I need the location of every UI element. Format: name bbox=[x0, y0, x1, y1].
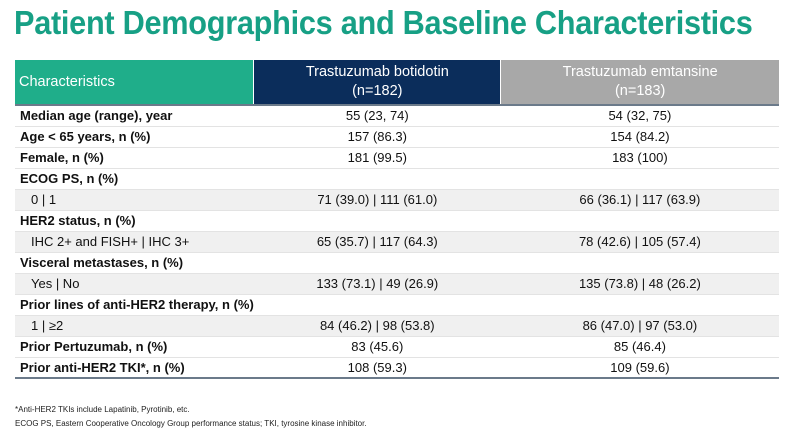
table-row: 0 | 1 71 (39.0) | 111 (61.0) 66 (36.1) | 1… bbox=[15, 189, 779, 211]
botidotin-value: 108 (59.3) bbox=[253, 357, 501, 379]
table-row: Yes | No 133 (73.1) | 49 (26.9) 135 (73.8)… bbox=[15, 273, 779, 295]
botidotin-value: 83 (45.6) bbox=[253, 336, 501, 358]
botidotin-value: 84 (46.2) | 98 (53.8) bbox=[253, 315, 501, 337]
botidotin-value: 65 (35.7) | 117 (64.3) bbox=[253, 231, 501, 253]
botidotin-value bbox=[253, 294, 501, 316]
header-emtansine-n: (n=183) bbox=[614, 83, 666, 99]
table-row: Female, n (%) 181 (99.5) 183 (100) bbox=[15, 147, 779, 169]
table-row: IHC 2+ and FISH+ | IHC 3+ 65 (35.7) | 117… bbox=[15, 231, 779, 253]
row-label: Visceral metastases, n (%) bbox=[15, 252, 254, 274]
emtansine-value bbox=[500, 294, 779, 316]
footnote-tki: *Anti-HER2 TKIs include Lapatinib, Pyrot… bbox=[15, 405, 190, 414]
header-botidotin-name: Trastuzumab botidotin bbox=[305, 64, 449, 80]
emtansine-value bbox=[500, 168, 779, 190]
emtansine-value: 85 (46.4) bbox=[500, 336, 779, 358]
row-label: Prior lines of anti-HER2 therapy, n (%) bbox=[15, 294, 254, 316]
botidotin-value: 157 (86.3) bbox=[253, 126, 501, 148]
botidotin-value: 71 (39.0) | 111 (61.0) bbox=[253, 189, 501, 211]
emtansine-value: 183 (100) bbox=[500, 147, 779, 169]
emtansine-value bbox=[500, 210, 779, 232]
emtansine-value: 78 (42.6) | 105 (57.4) bbox=[500, 231, 779, 253]
emtansine-value: 109 (59.6) bbox=[500, 357, 779, 379]
table-header: Characteristics Trastuzumab botidotin (n=… bbox=[15, 60, 779, 105]
emtansine-value bbox=[500, 252, 779, 274]
table-row: 1 | ≥2 84 (46.2) | 98 (53.8) 86 (47.0) | 9… bbox=[15, 315, 779, 337]
emtansine-value: 54 (32, 75) bbox=[500, 105, 779, 127]
emtansine-value: 135 (73.8) | 48 (26.2) bbox=[500, 273, 779, 295]
table-row: Prior anti-HER2 TKI*, n (%) 108 (59.3) 109… bbox=[15, 357, 779, 379]
row-label: 0 | 1 bbox=[15, 189, 254, 211]
table-row: ECOG PS, n (%) bbox=[15, 168, 779, 190]
botidotin-value: 133 (73.1) | 49 (26.9) bbox=[253, 273, 501, 295]
table-row: Median age (range), year 55 (23, 74) 54 (3… bbox=[15, 105, 779, 127]
header-botidotin: Trastuzumab botidotin (n=182) bbox=[253, 60, 502, 105]
row-label: Median age (range), year bbox=[15, 105, 254, 127]
row-label: Prior Pertuzumab, n (%) bbox=[15, 336, 254, 358]
row-label: 1 | ≥2 bbox=[15, 315, 254, 337]
row-label: IHC 2+ and FISH+ | IHC 3+ bbox=[15, 231, 254, 253]
emtansine-value: 154 (84.2) bbox=[500, 126, 779, 148]
emtansine-value: 86 (47.0) | 97 (53.0) bbox=[500, 315, 779, 337]
row-label: Yes | No bbox=[15, 273, 254, 295]
table-row: Prior lines of anti-HER2 therapy, n (%) bbox=[15, 294, 779, 316]
header-emtansine: Trastuzumab emtansine (n=183) bbox=[500, 60, 779, 105]
page-title: Patient Demographics and Baseline Charac… bbox=[14, 4, 753, 41]
botidotin-value bbox=[253, 252, 501, 274]
emtansine-value: 66 (36.1) | 117 (63.9) bbox=[500, 189, 779, 211]
row-label: Female, n (%) bbox=[15, 147, 254, 169]
header-characteristics: Characteristics bbox=[15, 60, 255, 105]
table-row: Visceral metastases, n (%) bbox=[15, 252, 779, 274]
botidotin-value bbox=[253, 210, 501, 232]
table-row: Prior Pertuzumab, n (%) 83 (45.6) 85 (46.4… bbox=[15, 336, 779, 358]
row-label: Prior anti-HER2 TKI*, n (%) bbox=[15, 357, 254, 379]
header-botidotin-n: (n=182) bbox=[352, 83, 403, 99]
table-row: HER2 status, n (%) bbox=[15, 210, 779, 232]
botidotin-value: 55 (23, 74) bbox=[253, 105, 501, 127]
footnote-abbreviations: ECOG PS, Eastern Cooperative Oncology Gr… bbox=[15, 419, 367, 428]
row-label: ECOG PS, n (%) bbox=[15, 168, 254, 190]
header-emtansine-name: Trastuzumab emtansine bbox=[562, 64, 718, 80]
row-label: Age < 65 years, n (%) bbox=[15, 126, 254, 148]
botidotin-value bbox=[253, 168, 501, 190]
demographics-table: Characteristics Trastuzumab botidotin (n=… bbox=[15, 60, 779, 379]
table-row: Age < 65 years, n (%) 157 (86.3) 154 (84.2… bbox=[15, 126, 779, 148]
botidotin-value: 181 (99.5) bbox=[253, 147, 501, 169]
row-label: HER2 status, n (%) bbox=[15, 210, 254, 232]
